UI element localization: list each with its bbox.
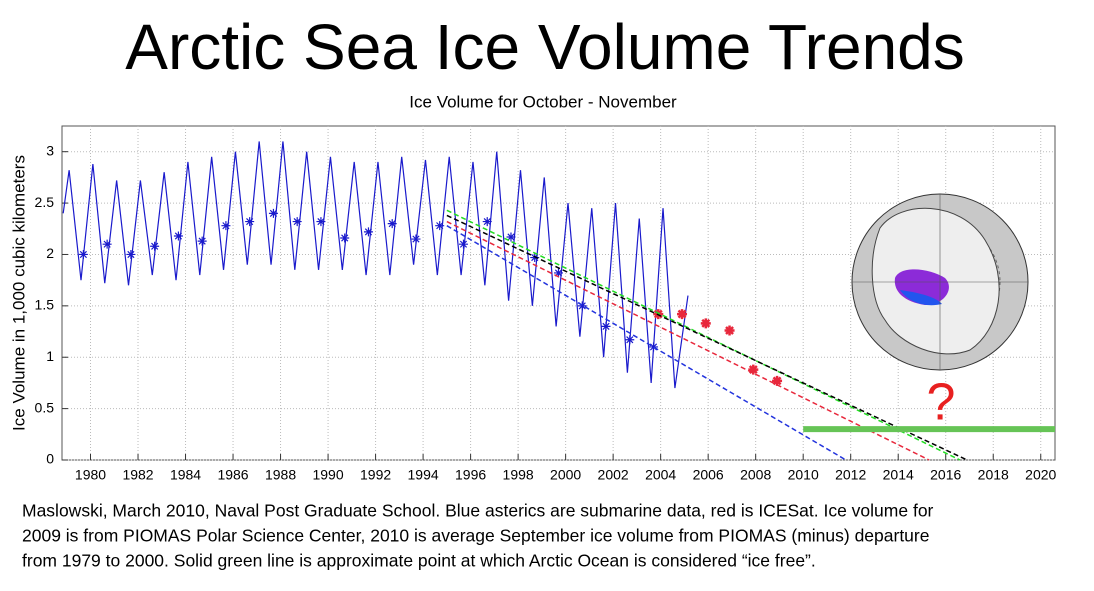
trend-line: [446, 220, 930, 461]
marker: [411, 234, 421, 244]
marker: [772, 375, 783, 386]
x-tick-label: 1980: [75, 467, 106, 483]
x-tick-label: 2014: [883, 467, 914, 483]
y-tick-label: 3: [46, 142, 54, 158]
x-tick-label: 1986: [217, 467, 248, 483]
trend-line: [446, 225, 847, 461]
marker: [268, 208, 278, 218]
marker: [677, 309, 688, 320]
marker: [150, 241, 160, 251]
caption-line: from 1979 to 2000. Solid green line is a…: [22, 551, 816, 571]
caption-line: 2009 is from PIOMAS Polar Science Center…: [22, 526, 929, 546]
marker: [625, 335, 635, 345]
y-tick-label: 2.5: [35, 194, 55, 210]
caption-line: Maslowski, March 2010, Naval Post Gradua…: [22, 501, 934, 521]
y-tick-label: 0.5: [35, 399, 55, 415]
marker: [577, 301, 587, 311]
x-tick-label: 2000: [550, 467, 581, 483]
chart-title: Arctic Sea Ice Volume Trends: [125, 11, 965, 83]
y-tick-label: 1.5: [35, 297, 55, 313]
data-line: [62, 141, 689, 389]
marker: [724, 325, 735, 336]
marker: [458, 239, 468, 249]
x-tick-label: 2010: [788, 467, 819, 483]
marker: [601, 321, 611, 331]
annotation: ?: [927, 374, 956, 432]
x-tick-label: 2008: [740, 467, 771, 483]
y-tick-label: 2: [46, 245, 54, 261]
marker: [292, 217, 302, 227]
x-tick-label: 2018: [978, 467, 1009, 483]
marker: [435, 221, 445, 231]
x-tick-label: 1988: [265, 467, 296, 483]
marker: [506, 232, 516, 242]
marker: [340, 233, 350, 243]
marker: [700, 318, 711, 329]
x-tick-label: 2006: [693, 467, 724, 483]
x-tick-label: 2020: [1025, 467, 1056, 483]
marker: [102, 239, 112, 249]
marker: [316, 217, 326, 227]
y-tick-label: 0: [46, 451, 54, 467]
marker: [649, 342, 659, 352]
x-tick-label: 2004: [645, 467, 676, 483]
x-tick-label: 1998: [503, 467, 534, 483]
plot-frame: [61, 125, 1056, 461]
marker: [221, 221, 231, 231]
x-tick-label: 1996: [455, 467, 486, 483]
marker: [245, 217, 255, 227]
marker: [173, 231, 183, 241]
x-tick-label: 1984: [170, 467, 201, 483]
marker: [748, 364, 759, 375]
y-axis-label: Ice Volume in 1,000 cubic kilometers: [9, 155, 28, 431]
marker: [78, 249, 88, 259]
plot-layer: 0 0.5 1 1.5 2 2.5 3 1980 1982 1984 1986 1988 1990 199…: [35, 126, 1057, 483]
x-tick-label: 1994: [408, 467, 439, 483]
marker: [197, 236, 207, 246]
marker: [363, 227, 373, 237]
x-tick-label: 1992: [360, 467, 391, 483]
marker: [387, 219, 397, 229]
arctic-map: [851, 193, 1029, 371]
x-tick-label: 1990: [312, 467, 343, 483]
marker: [554, 268, 563, 278]
marker: [126, 249, 136, 259]
marker: [482, 217, 492, 227]
x-tick-label: 2002: [598, 467, 629, 483]
x-tick-label: 1982: [122, 467, 153, 483]
x-tick-label: 2016: [930, 467, 961, 483]
y-tick-label: 1: [46, 348, 54, 364]
trend-line: [446, 209, 961, 461]
x-tick-label: 2012: [835, 467, 866, 483]
chart-subtitle: Ice Volume for October - November: [409, 92, 677, 111]
